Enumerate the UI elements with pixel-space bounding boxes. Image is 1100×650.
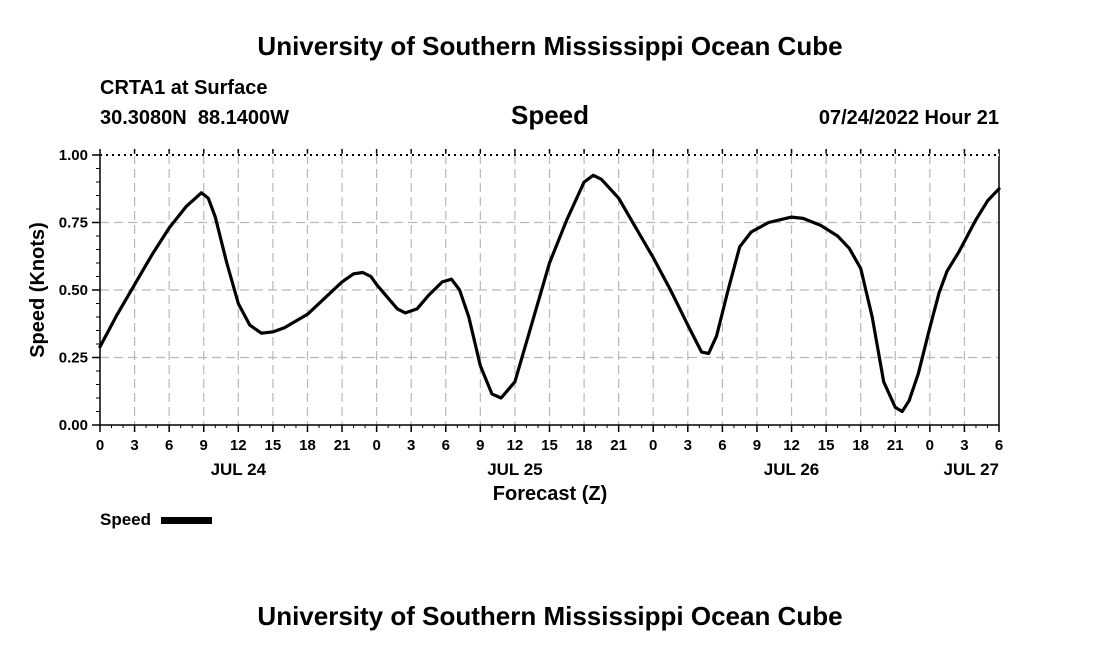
y-axis-label: Speed (Knots) bbox=[27, 222, 49, 358]
forecast-datetime: 07/24/2022 Hour 21 bbox=[819, 107, 999, 129]
y-tick-label: 0.75 bbox=[59, 215, 88, 232]
x-tick-label: 0 bbox=[96, 437, 104, 454]
x-tick-label: 18 bbox=[852, 437, 869, 454]
x-tick-label: 6 bbox=[442, 437, 450, 454]
legend: Speed bbox=[100, 510, 212, 529]
x-tick-label: 9 bbox=[753, 437, 761, 454]
y-tick-label: 1.00 bbox=[59, 147, 88, 164]
y-tick-label: 0.00 bbox=[59, 417, 88, 434]
x-tick-label: 21 bbox=[334, 437, 351, 454]
date-labels: JUL 24 JUL 25 JUL 26 JUL 27 bbox=[211, 460, 999, 479]
x-tick-label: 21 bbox=[610, 437, 627, 454]
x-tick-label: 12 bbox=[507, 437, 524, 454]
footer-title: University of Southern Mississippi Ocean… bbox=[257, 601, 842, 631]
series-line-speed bbox=[98, 173, 1001, 414]
x-tick-label: 0 bbox=[926, 437, 934, 454]
x-tick-label: 6 bbox=[718, 437, 726, 454]
chart-title: Speed bbox=[511, 100, 589, 130]
date-label: JUL 24 bbox=[211, 460, 267, 479]
date-label: JUL 26 bbox=[764, 460, 819, 479]
x-tick-label: 3 bbox=[407, 437, 415, 454]
legend-label: Speed bbox=[100, 510, 151, 529]
x-tick-label: 18 bbox=[576, 437, 593, 454]
x-tick-label: 9 bbox=[476, 437, 484, 454]
x-axis: 0 3 6 9 12 15 18 21 0 3 6 9 12 15 18 21 0 3 6 9 12 15 18 21 0 3 6 bbox=[96, 149, 1003, 454]
x-tick-label: 0 bbox=[649, 437, 657, 454]
x-tick-label: 3 bbox=[130, 437, 138, 454]
y-tick-label: 0.25 bbox=[59, 350, 88, 367]
x-tick-label: 0 bbox=[372, 437, 380, 454]
station-name: CRTA1 at Surface bbox=[100, 77, 267, 99]
x-tick-label: 12 bbox=[230, 437, 247, 454]
x-tick-label: 15 bbox=[265, 437, 282, 454]
legend-swatch bbox=[161, 517, 212, 524]
series-group bbox=[98, 173, 1001, 414]
x-tick-label: 12 bbox=[783, 437, 800, 454]
station-coords: 30.3080N 88.1400W bbox=[100, 107, 289, 129]
y-axis: 0.00 0.25 0.50 0.75 1.00 bbox=[59, 147, 100, 434]
date-label: JUL 27 bbox=[944, 460, 999, 479]
x-tick-label: 3 bbox=[960, 437, 968, 454]
y-tick-label: 0.50 bbox=[59, 282, 88, 299]
x-tick-label: 3 bbox=[684, 437, 692, 454]
x-tick-label: 6 bbox=[165, 437, 173, 454]
x-tick-label: 15 bbox=[818, 437, 835, 454]
x-tick-label: 18 bbox=[299, 437, 316, 454]
x-tick-label: 15 bbox=[541, 437, 558, 454]
date-label: JUL 25 bbox=[487, 460, 542, 479]
x-tick-label: 6 bbox=[995, 437, 1003, 454]
x-tick-label: 9 bbox=[200, 437, 208, 454]
x-axis-label: Forecast (Z) bbox=[493, 483, 607, 505]
x-tick-label: 21 bbox=[887, 437, 904, 454]
page-title: University of Southern Mississippi Ocean… bbox=[257, 31, 842, 61]
